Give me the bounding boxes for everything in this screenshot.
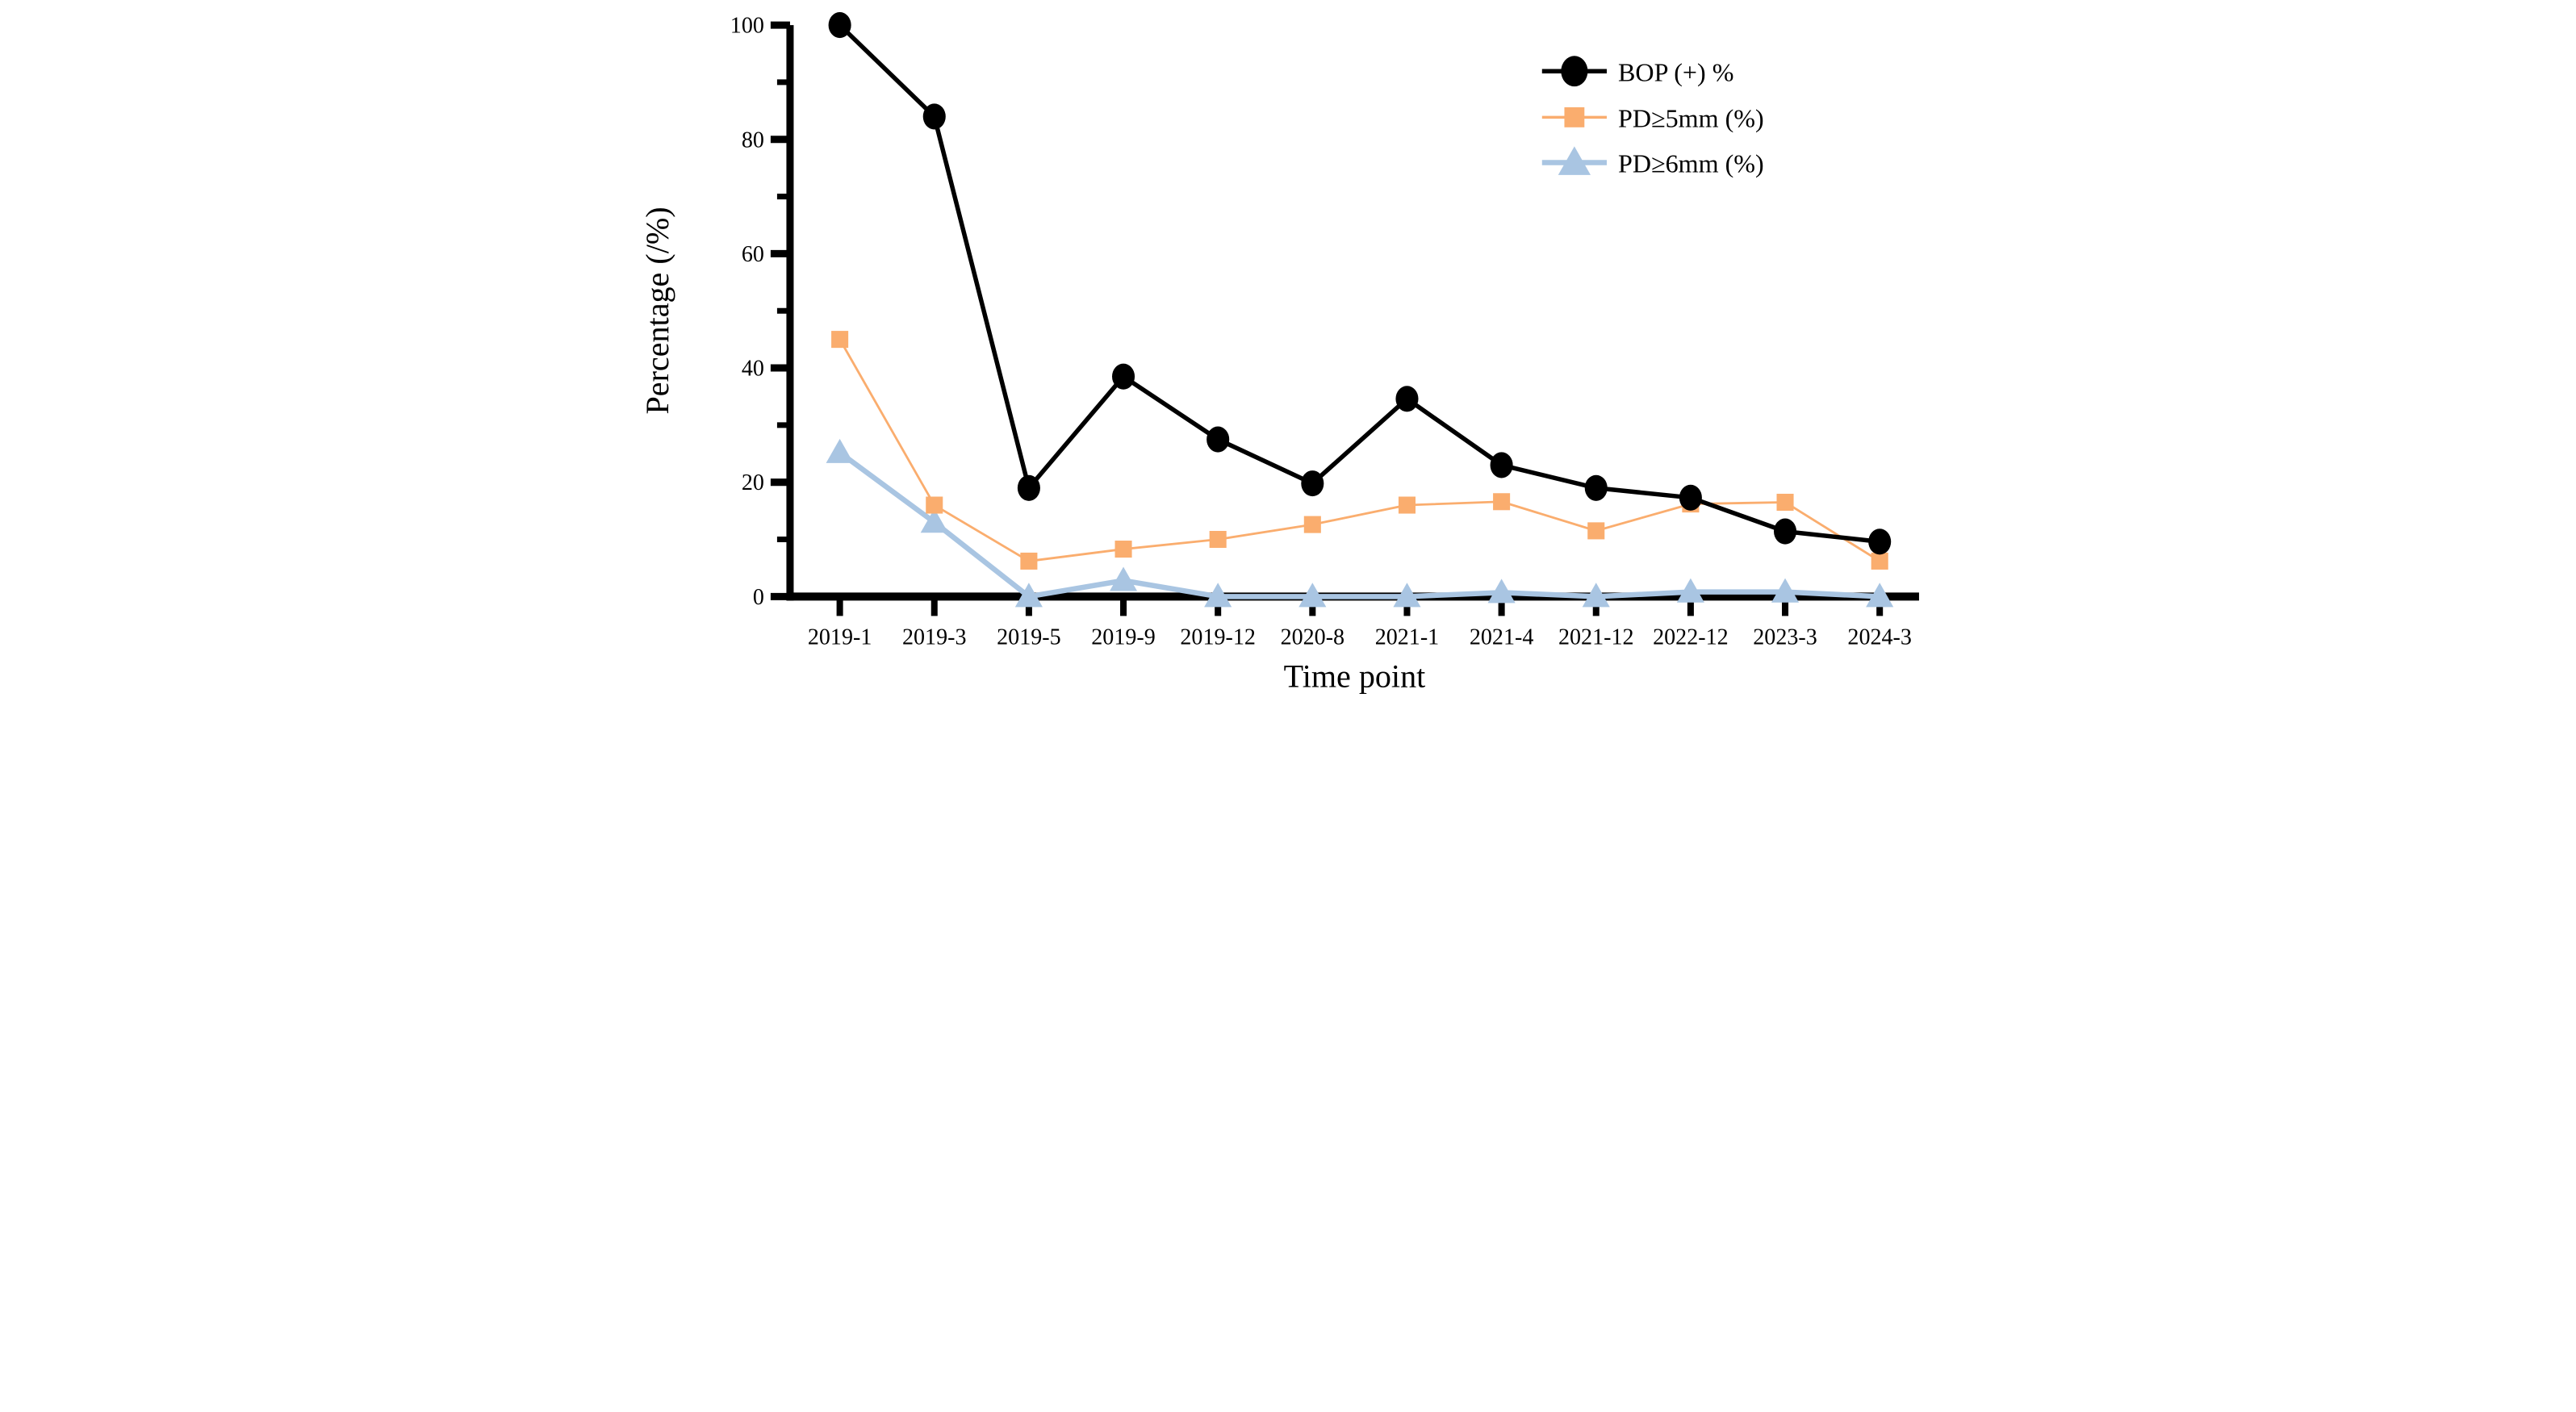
data-point-circle [1490,452,1513,478]
legend-item: PD≥6mm (%) [1541,146,1764,178]
data-point-triangle [1393,583,1421,608]
x-tick-label: 2019-5 [997,625,1061,650]
data-point-triangle [826,438,854,463]
legend-label: BOP (+) % [1618,57,1733,86]
series-line [837,449,1883,599]
data-point-triangle [1109,566,1138,591]
data-point-circle [1301,470,1324,497]
y-tick-label: 40 [742,357,764,382]
data-point-triangle [1204,583,1232,608]
data-point-square [1303,516,1321,533]
series-pd5mm [831,331,1888,570]
data-point-circle [1679,484,1702,511]
x-tick-label: 2019-1 [808,625,872,650]
data-point-circle [1017,474,1040,501]
line-chart-figure: 0 20 40 60 80 100 2019-1 2019-3 2019-5 2019-9 2019… [642,0,1934,708]
data-point-square [1587,522,1605,540]
x-axis-title: Time point [1284,658,1426,695]
y-axis-title: Percentage (/%) [642,207,675,414]
data-point-square [1114,541,1132,558]
data-point-triangle [1487,579,1516,604]
x-tick-label: 2019-9 [1091,625,1156,650]
series-line [837,23,1882,545]
legend: BOP (+) % PD≥5mm (%) PD≥6mm (%) [1541,56,1764,178]
data-point-square [1871,552,1888,570]
legend-item: PD≥5mm (%) [1541,103,1764,132]
x-tick-label: 2022-12 [1653,625,1729,650]
data-point-triangle [1558,146,1591,175]
x-tick-label: 2019-3 [902,625,967,650]
series-line [838,338,1881,562]
data-point-square [1209,530,1227,549]
legend-item: BOP (+) % [1541,56,1733,87]
series-bop [828,12,1892,555]
legend-label: PD≥6mm (%) [1618,149,1764,178]
chart-canvas: 0 20 40 60 80 100 2019-1 2019-3 2019-5 2019-9 2019… [642,0,1934,708]
data-point-square [831,331,849,349]
y-tick-label: 0 [753,585,764,610]
x-tick-label: 2021-1 [1375,625,1440,650]
series-pd6mm [826,438,1894,608]
data-point-square [1398,496,1416,514]
data-point-circle [1112,363,1135,390]
y-tick-label: 100 [730,14,764,39]
data-point-square [1776,493,1794,512]
x-tick-label: 2020-8 [1281,625,1345,650]
data-point-circle [828,12,851,39]
data-point-circle [1584,474,1608,501]
x-tick-label: 2019-12 [1180,625,1256,650]
data-point-circle [1774,518,1797,545]
data-point-triangle [1582,583,1610,608]
data-point-triangle [1866,583,1894,608]
x-tick-label: 2021-12 [1558,625,1634,650]
data-point-triangle [1676,578,1704,603]
y-tick-label: 60 [742,242,764,267]
data-point-circle [1206,426,1230,453]
data-point-triangle [1298,583,1327,608]
data-point-square [1020,552,1038,570]
data-point-circle [1561,56,1588,87]
x-tick-label: 2023-3 [1753,625,1817,650]
data-point-triangle [1014,583,1043,608]
data-point-triangle [1771,578,1800,603]
y-tick-label: 20 [742,470,764,495]
data-point-triangle [920,508,948,533]
data-point-circle [1868,528,1892,555]
data-point-circle [922,103,946,130]
data-point-square [1564,107,1585,127]
data-point-square [1493,493,1511,511]
x-tick-label: 2021-4 [1470,625,1534,650]
data-point-circle [1395,386,1419,412]
x-tick-label: 2024-3 [1847,625,1912,650]
legend-label: PD≥5mm (%) [1618,103,1764,132]
data-point-square [926,496,943,514]
y-tick-label: 80 [742,127,764,152]
